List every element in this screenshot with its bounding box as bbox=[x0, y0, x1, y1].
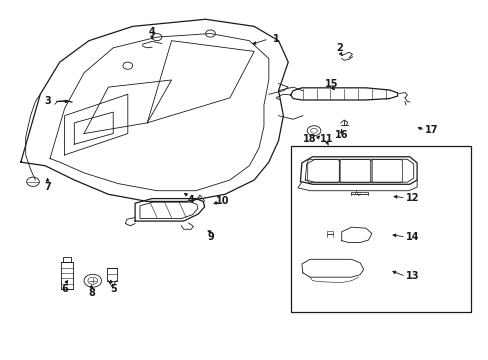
Bar bbox=[290, 146, 469, 312]
Text: 8: 8 bbox=[88, 288, 95, 297]
Text: 5: 5 bbox=[110, 284, 116, 294]
Text: 17: 17 bbox=[424, 125, 438, 135]
Text: 13: 13 bbox=[405, 271, 418, 282]
Text: 18: 18 bbox=[303, 134, 316, 144]
Text: 11: 11 bbox=[320, 134, 333, 144]
Text: 6: 6 bbox=[61, 284, 68, 294]
Text: 9: 9 bbox=[206, 232, 213, 242]
Text: 2: 2 bbox=[335, 43, 342, 53]
Text: 1: 1 bbox=[272, 34, 279, 44]
Text: 7: 7 bbox=[44, 182, 51, 192]
Text: 14: 14 bbox=[405, 232, 418, 242]
Text: 3: 3 bbox=[44, 96, 51, 107]
Text: 10: 10 bbox=[215, 197, 229, 206]
Text: 4: 4 bbox=[187, 195, 194, 204]
Text: 16: 16 bbox=[334, 130, 348, 140]
Text: 4: 4 bbox=[148, 27, 155, 37]
Text: 15: 15 bbox=[325, 78, 338, 89]
Text: 12: 12 bbox=[405, 193, 418, 203]
